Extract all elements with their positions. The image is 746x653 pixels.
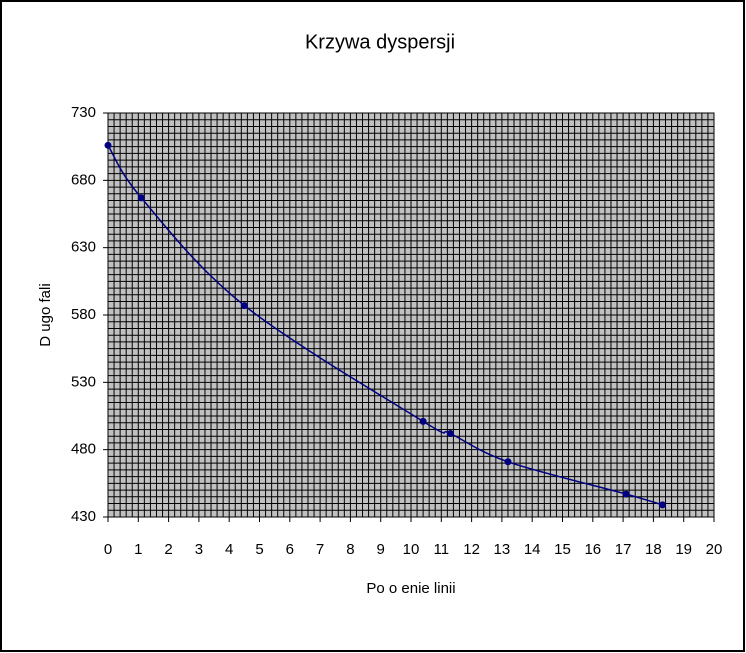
y-tick-label: 680 bbox=[71, 171, 96, 188]
x-tick-label: 11 bbox=[434, 541, 450, 558]
x-tick-label: 8 bbox=[346, 541, 354, 558]
x-tick-label: 2 bbox=[164, 541, 172, 558]
data-point bbox=[446, 430, 454, 438]
data-point bbox=[240, 302, 248, 310]
y-tick-label: 630 bbox=[71, 239, 96, 256]
y-tick-label: 430 bbox=[71, 508, 96, 525]
x-axis-label: Po o enie linii bbox=[366, 580, 455, 597]
x-tick-label: 3 bbox=[195, 541, 203, 558]
data-point bbox=[137, 194, 145, 202]
chart-title: Krzywa dyspersji bbox=[305, 31, 455, 53]
x-tick-label: 14 bbox=[524, 541, 541, 558]
data-point bbox=[419, 417, 427, 425]
x-tick-label: 7 bbox=[316, 541, 324, 558]
data-point bbox=[622, 490, 630, 498]
data-point bbox=[104, 141, 112, 149]
x-tick-label: 18 bbox=[645, 541, 662, 558]
x-tick-label: 16 bbox=[584, 541, 601, 558]
series-line bbox=[107, 144, 663, 506]
data-point bbox=[658, 501, 666, 509]
x-tick-label: 19 bbox=[675, 541, 692, 558]
x-tick-label: 9 bbox=[377, 541, 385, 558]
y-axis-label: D ugo fali bbox=[37, 283, 54, 346]
y-tick-label: 730 bbox=[71, 104, 96, 121]
x-tick-label: 1 bbox=[134, 541, 142, 558]
x-tick-label: 12 bbox=[463, 541, 480, 558]
x-tick-label: 4 bbox=[225, 541, 233, 558]
y-tick-label: 580 bbox=[71, 306, 96, 323]
x-tick-label: 6 bbox=[286, 541, 294, 558]
x-tick-label: 15 bbox=[554, 541, 571, 558]
x-tick-label: 0 bbox=[104, 541, 112, 558]
x-tick-label: 20 bbox=[706, 541, 723, 558]
data-point bbox=[504, 458, 512, 466]
x-tick-label: 13 bbox=[494, 541, 511, 558]
x-tick-label: 5 bbox=[255, 541, 263, 558]
y-tick-label: 480 bbox=[71, 441, 96, 458]
x-tick-label: 17 bbox=[615, 541, 632, 558]
x-tick-label: 10 bbox=[403, 541, 420, 558]
y-tick-label: 530 bbox=[71, 373, 96, 390]
